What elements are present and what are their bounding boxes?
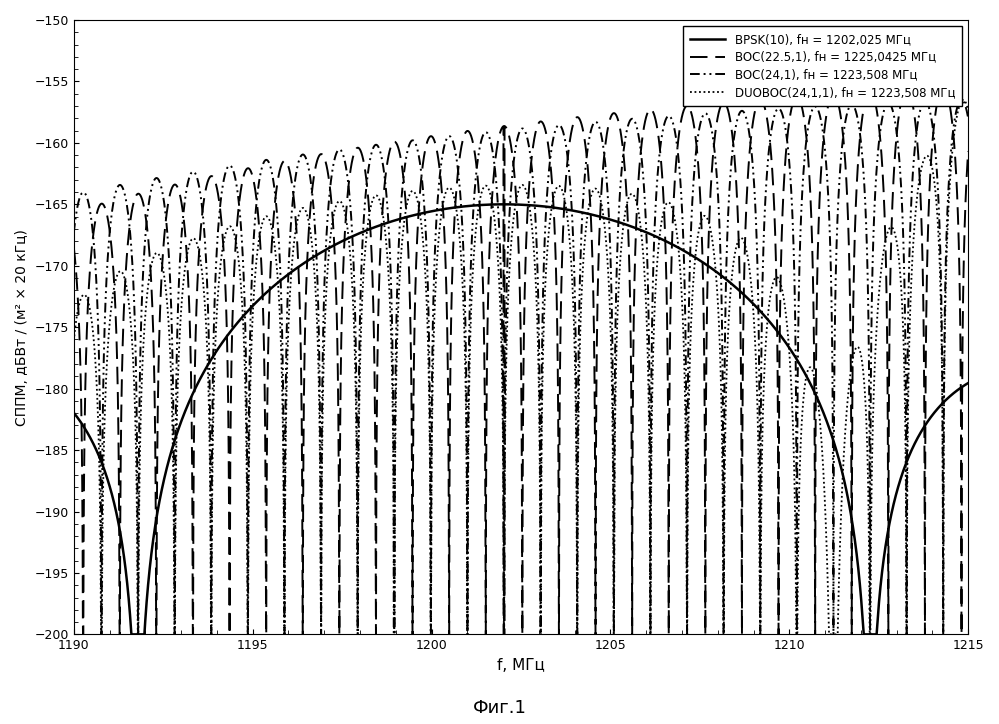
BOC(22.5,1), fн = 1225,0425 МГц [937,83,949,92]
BOC(24,1), fн = 1223,508 МГц [962,114,974,123]
BPSK(10), fн = 1202,025 МГц [794,361,806,369]
BOC(24,1), fн = 1223,508 МГц [739,109,751,118]
DUOBOC(24,1,1), fн = 1223,508 МГц [167,466,179,475]
BOC(22.5,1), fн = 1225,0425 МГц [739,246,751,255]
DUOBOC(24,1,1), fн = 1223,508 МГц [355,355,367,363]
BOC(24,1), fн = 1223,508 МГц [68,229,80,237]
BPSK(10), fн = 1202,025 МГц [499,200,510,209]
BOC(24,1), fн = 1223,508 МГц [95,630,107,639]
DUOBOC(24,1,1), fн = 1223,508 МГц [739,240,751,248]
BOC(24,1), fн = 1223,508 МГц [167,395,179,404]
BPSK(10), fн = 1202,025 МГц [962,379,974,387]
Legend: BPSK(10), fн = 1202,025 МГц, BOC(22.5,1), fн = 1225,0425 МГц, BOC(24,1), fн = 12: BPSK(10), fн = 1202,025 МГц, BOC(22.5,1)… [682,26,962,106]
Line: BPSK(10), fн = 1202,025 МГц: BPSK(10), fн = 1202,025 МГц [74,204,968,634]
Line: DUOBOC(24,1,1), fн = 1223,508 МГц: DUOBOC(24,1,1), fн = 1223,508 МГц [74,100,968,634]
DUOBOC(24,1,1), fн = 1223,508 МГц [962,106,974,115]
BOC(24,1), fн = 1223,508 МГц [355,304,367,313]
BOC(22.5,1), fн = 1225,0425 МГц [962,147,974,156]
BOC(22.5,1), fн = 1225,0425 МГц [355,146,367,154]
BOC(22.5,1), fн = 1225,0425 МГц [68,243,80,251]
X-axis label: f, МГц: f, МГц [498,658,544,673]
Text: Фиг.1: Фиг.1 [473,699,526,717]
BPSK(10), fн = 1202,025 МГц [167,441,179,450]
DUOBOC(24,1,1), fн = 1223,508 МГц [68,337,80,345]
BPSK(10), fн = 1202,025 МГц [126,630,138,639]
BOC(24,1), fн = 1223,508 МГц [955,96,967,104]
Line: BOC(22.5,1), fн = 1225,0425 МГц: BOC(22.5,1), fн = 1225,0425 МГц [74,88,968,634]
BOC(24,1), fн = 1223,508 МГц [859,195,871,203]
BOC(22.5,1), fн = 1225,0425 МГц [77,630,89,639]
BPSK(10), fн = 1202,025 МГц [68,408,80,417]
BPSK(10), fн = 1202,025 МГц [739,291,751,300]
BOC(22.5,1), fн = 1225,0425 МГц [828,90,840,99]
BOC(22.5,1), fн = 1225,0425 МГц [167,182,179,190]
BPSK(10), fн = 1202,025 МГц [828,440,840,449]
Y-axis label: СППМ, дБВт / (м² × 20 кГц): СППМ, дБВт / (м² × 20 кГц) [15,229,29,426]
BOC(22.5,1), fн = 1225,0425 МГц [859,98,871,106]
DUOBOC(24,1,1), fн = 1223,508 МГц [794,459,806,468]
BOC(24,1), fн = 1223,508 МГц [794,243,806,252]
DUOBOC(24,1,1), fн = 1223,508 МГц [957,96,969,104]
Line: BOC(24,1), fн = 1223,508 МГц: BOC(24,1), fн = 1223,508 МГц [74,100,968,634]
DUOBOC(24,1,1), fн = 1223,508 МГц [859,391,871,400]
DUOBOC(24,1,1), fн = 1223,508 МГц [828,630,840,639]
DUOBOC(24,1,1), fн = 1223,508 МГц [95,630,107,639]
BOC(24,1), fн = 1223,508 МГц [828,346,840,355]
BPSK(10), fн = 1202,025 МГц [355,229,367,237]
BOC(22.5,1), fн = 1225,0425 МГц [794,96,806,105]
BPSK(10), fн = 1202,025 МГц [859,630,871,639]
